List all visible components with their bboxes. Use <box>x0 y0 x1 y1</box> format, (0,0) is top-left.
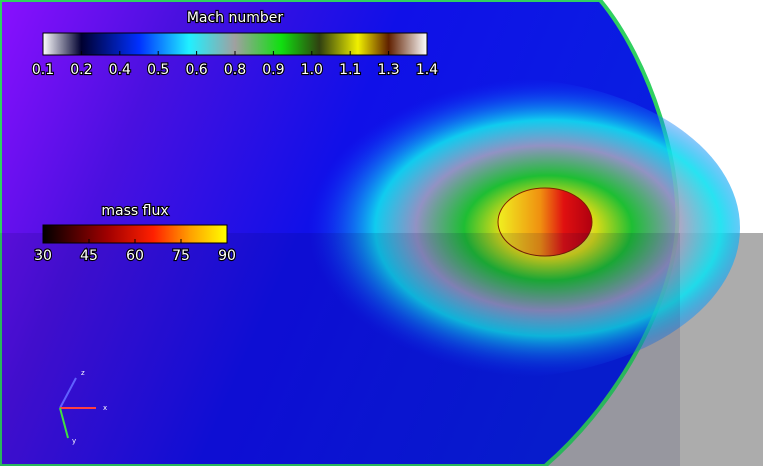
colorbar-title: mass flux <box>101 203 168 219</box>
tick-label: 0.9 <box>262 62 284 78</box>
axis-label: z <box>81 369 85 377</box>
tick-label: 60 <box>126 248 144 264</box>
tick-label: 0.5 <box>147 62 169 78</box>
tick-label: 0.4 <box>109 62 131 78</box>
tick-label: 0.6 <box>185 62 207 78</box>
tick-label: 1.1 <box>339 62 361 78</box>
lower-shade <box>0 233 680 466</box>
tick-label: 90 <box>218 248 236 264</box>
tick-label: 1.4 <box>416 62 438 78</box>
y-axis <box>59 407 69 439</box>
tick-label: 45 <box>80 248 98 264</box>
tick-label: 0.2 <box>70 62 92 78</box>
body <box>497 187 593 257</box>
axis-label: y <box>72 437 76 445</box>
tick-label: 0.8 <box>224 62 246 78</box>
colorbars <box>42 32 428 244</box>
axis-triad: z x y <box>59 369 107 445</box>
tick-label: 1.0 <box>301 62 323 78</box>
axis-label: x <box>103 404 107 412</box>
z-axis <box>59 377 77 409</box>
colorbar-title: Mach number <box>187 10 284 26</box>
tick-label: 1.3 <box>377 62 399 78</box>
tick-label: 0.1 <box>32 62 54 78</box>
tick-label: 30 <box>34 248 52 264</box>
tick-label: 75 <box>172 248 190 264</box>
